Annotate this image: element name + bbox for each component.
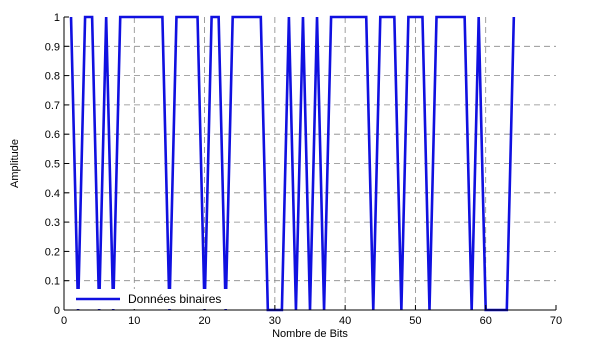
x-tick-label: 60 (480, 315, 492, 327)
legend-label: Données binaires (128, 292, 221, 306)
x-tick-label: 20 (198, 315, 210, 327)
grid-layer (64, 17, 556, 310)
y-tick-label: 0.4 (45, 188, 60, 200)
x-tick-label: 50 (409, 315, 421, 327)
y-tick-label: 0.2 (45, 246, 60, 258)
y-tick-label: 0.3 (45, 217, 60, 229)
x-tick-label: 40 (339, 315, 351, 327)
x-tick-label: 70 (550, 315, 562, 327)
y-tick-label: 0 (54, 305, 60, 317)
x-tick-label: 30 (269, 315, 281, 327)
x-tick-label: 10 (128, 315, 140, 327)
y-tick-label: 0.1 (45, 276, 60, 288)
x-axis-label: Nombre de Bits (272, 328, 348, 339)
series-layer (69, 15, 516, 312)
legend: Données binaires (68, 289, 254, 309)
legend-box (68, 289, 254, 309)
y-tick-label: 0.8 (45, 71, 60, 83)
y-tick-label: 0.5 (45, 159, 60, 171)
y-tick-label: 0.6 (45, 129, 60, 141)
y-tick-label: 0.7 (45, 100, 60, 112)
y-tick-label: 1 (54, 12, 60, 24)
axes-layer: 0 10 20 30 40 50 60 70 0 0.1 0.2 0.3 0.4 0.5 0.6 0.7 0.8… (45, 12, 562, 327)
y-tick-label: 0.9 (45, 41, 60, 53)
y-axis-label: Amplitude (9, 139, 21, 188)
x-tick-label: 0 (61, 315, 67, 327)
series-line (69, 15, 516, 312)
